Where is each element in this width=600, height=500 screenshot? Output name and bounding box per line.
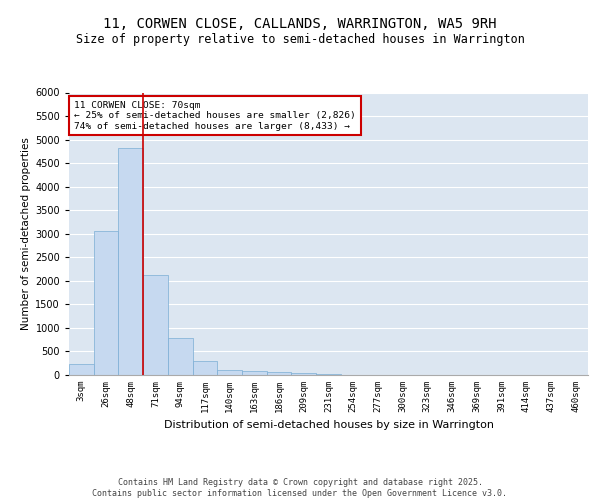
Text: 11, CORWEN CLOSE, CALLANDS, WARRINGTON, WA5 9RH: 11, CORWEN CLOSE, CALLANDS, WARRINGTON, … [103, 18, 497, 32]
Bar [242, 372, 267, 375]
Text: 11 CORWEN CLOSE: 70sqm
← 25% of semi-detached houses are smaller (2,826)
74% of : 11 CORWEN CLOSE: 70sqm ← 25% of semi-det… [74, 101, 356, 131]
Y-axis label: Number of semi-detached properties: Number of semi-detached properties [21, 138, 31, 330]
Bar [143, 274, 168, 375]
Bar [118, 148, 143, 375]
Text: Contains HM Land Registry data © Crown copyright and database right 2025.
Contai: Contains HM Land Registry data © Crown c… [92, 478, 508, 498]
Bar [267, 372, 292, 375]
Text: Size of property relative to semi-detached houses in Warrington: Size of property relative to semi-detach… [76, 32, 524, 46]
Bar [94, 231, 118, 375]
X-axis label: Distribution of semi-detached houses by size in Warrington: Distribution of semi-detached houses by … [163, 420, 493, 430]
Bar [316, 374, 341, 375]
Bar [168, 338, 193, 375]
Bar [292, 373, 316, 375]
Bar [217, 370, 242, 375]
Bar [69, 364, 94, 375]
Bar [193, 360, 217, 375]
